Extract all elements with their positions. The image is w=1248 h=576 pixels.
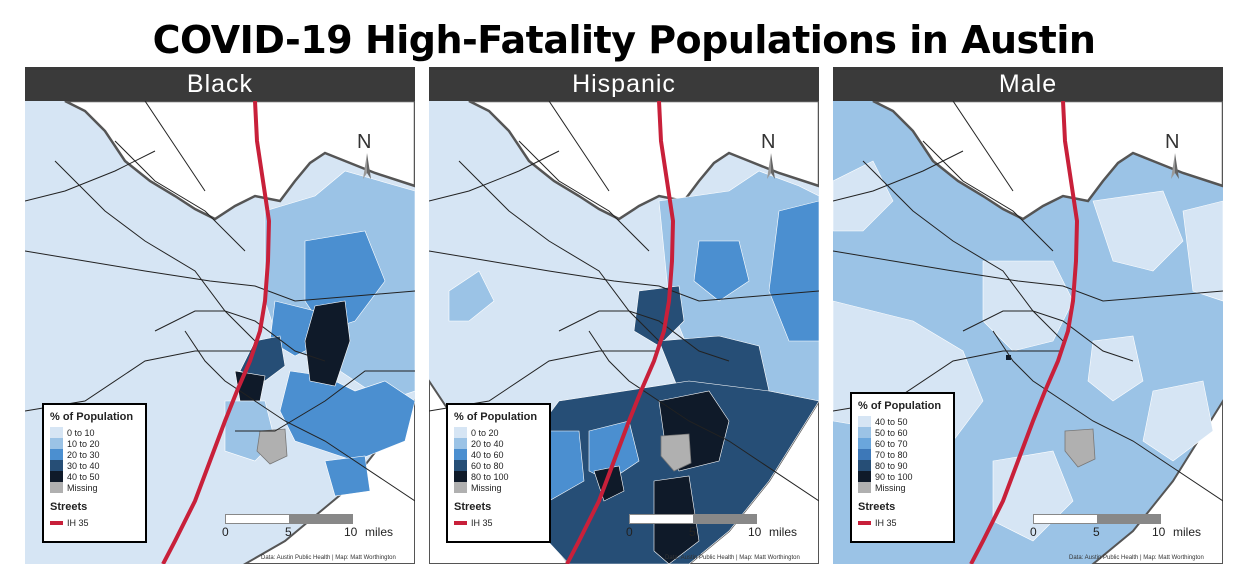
- legend-street-item: IH 35: [50, 517, 139, 528]
- page-title: COVID-19 High-Fatality Populations in Au…: [152, 18, 1096, 62]
- panel-header: Black: [25, 67, 415, 101]
- legend-item: 20 to 30: [50, 449, 139, 460]
- north-arrow: N: [1165, 131, 1180, 153]
- scale-label: miles: [365, 525, 394, 539]
- north-arrow: N: [761, 131, 776, 153]
- legend-item: 10 to 20: [50, 438, 139, 449]
- legend-item: 40 to 50: [50, 471, 139, 482]
- panel-header: Male: [833, 67, 1223, 101]
- scale-label: 0: [1030, 525, 1037, 539]
- legend-item: 80 to 100: [454, 471, 543, 482]
- legend-item: 0 to 20: [454, 427, 543, 438]
- north-arrow-icon: [767, 153, 775, 179]
- legend-item: 90 to 100: [858, 471, 947, 482]
- scale-label: 0: [222, 525, 229, 539]
- legend-item: 40 to 50: [858, 416, 947, 427]
- credit: Data: Austin Public Health | Map: Matt W…: [665, 555, 800, 561]
- legend-street-item: IH 35: [858, 517, 947, 528]
- legend-title: % of Population: [50, 411, 134, 423]
- legend-item: Missing: [50, 482, 139, 493]
- map-legend: % of Population 0 to 10 10 to 20 20 to 3…: [42, 403, 147, 543]
- streets-title: Streets: [454, 501, 492, 513]
- scale-label: 10: [344, 525, 358, 539]
- legend-item: 0 to 10: [50, 427, 139, 438]
- choropleth-map[interactable]: [833, 101, 1223, 564]
- streets-title: Streets: [858, 501, 896, 513]
- map-panel-black: Black N: [25, 67, 415, 564]
- map-legend: % of Population 0 to 20 20 to 40 40 to 6…: [446, 403, 551, 543]
- outside-area: [64, 101, 415, 221]
- legend-item: 60 to 70: [858, 438, 947, 449]
- legend-item: 20 to 40: [454, 438, 543, 449]
- map-panel-hispanic: Hispanic N: [429, 67, 819, 564]
- map-legend: % of Population 40 to 50 50 to 60 60 to …: [850, 392, 955, 543]
- scale-label: 0: [626, 525, 633, 539]
- credit: Data: Austin Public Health | Map: Matt W…: [261, 555, 396, 561]
- legend-item: 40 to 60: [454, 449, 543, 460]
- scale-bar: [629, 514, 757, 524]
- streets-title: Streets: [50, 501, 88, 513]
- legend-item: 70 to 80: [858, 449, 947, 460]
- panel-header: Hispanic: [429, 67, 819, 101]
- map-panel-male: Male N % of Population 40 to: [833, 67, 1223, 564]
- scale-label: miles: [769, 525, 798, 539]
- north-arrow: N: [357, 131, 372, 153]
- legend-item: Missing: [454, 482, 543, 493]
- legend-item: 50 to 60: [858, 427, 947, 438]
- legend-item: 30 to 40: [50, 460, 139, 471]
- scale-label: 5: [689, 525, 696, 539]
- scale-label: 5: [1093, 525, 1100, 539]
- scale-label: 10: [1152, 525, 1166, 539]
- north-arrow-icon: [363, 153, 371, 179]
- scale-label: miles: [1173, 525, 1202, 539]
- scale-label: 10: [748, 525, 762, 539]
- scale-label: 5: [285, 525, 292, 539]
- legend-title: % of Population: [858, 400, 942, 412]
- legend-title: % of Population: [454, 411, 538, 423]
- scale-bar: [1033, 514, 1161, 524]
- scale-bar: [225, 514, 353, 524]
- credit: Data: Austin Public Health | Map: Matt W…: [1069, 555, 1204, 561]
- north-arrow-icon: [1171, 153, 1179, 179]
- legend-item: 80 to 90: [858, 460, 947, 471]
- legend-item: 60 to 80: [454, 460, 543, 471]
- legend-street-item: IH 35: [454, 517, 543, 528]
- legend-item: Missing: [858, 482, 947, 493]
